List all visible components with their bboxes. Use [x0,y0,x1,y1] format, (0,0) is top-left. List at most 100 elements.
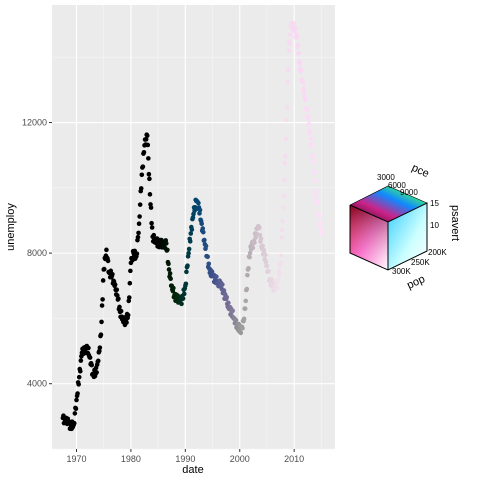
data-point [166,261,171,267]
data-point [264,263,270,269]
data-point [288,32,293,38]
data-point [221,288,227,293]
data-point [127,280,133,286]
data-point [318,227,324,233]
data-point [250,245,256,251]
x-tick-label: 1980 [121,454,141,464]
data-point [140,164,146,169]
data-point [146,156,151,161]
data-point [300,80,306,85]
data-point [319,231,324,236]
x-tick-label: 2000 [230,454,250,464]
data-point [280,205,286,210]
data-point [137,214,142,219]
data-point [148,205,154,210]
data-point [308,136,313,142]
data-point [245,272,250,278]
data-point [310,159,316,165]
data-point [280,218,286,224]
cube-side-face [388,203,427,270]
data-point [301,86,307,91]
data-point [116,296,121,302]
data-point [185,263,190,269]
data-point [252,240,257,245]
data-point [276,277,281,282]
data-point [139,172,145,178]
data-point [310,154,315,159]
data-point [100,278,106,283]
data-point [166,267,172,272]
data-point [151,232,157,238]
data-point [205,254,210,260]
data-point [214,274,219,279]
data-point [279,227,285,233]
data-point [87,355,93,360]
data-point [291,21,296,26]
data-point [134,251,140,256]
data-point [296,51,301,56]
data-point [125,312,131,318]
pce-tick-label-3: 9000 [400,188,418,197]
data-point [118,308,124,314]
data-point [99,319,104,325]
data-point [188,231,194,236]
data-point [76,374,82,380]
data-point [294,35,300,40]
data-point [247,254,252,260]
x-tick-label: 1990 [175,454,195,464]
data-point [124,320,129,325]
data-point [283,136,289,142]
data-point [285,67,291,72]
data-point [286,48,292,54]
x-axis: 1970 1980 1990 2000 2010 [66,449,304,464]
data-point [226,300,231,306]
y-tick-label: 4000 [27,379,47,389]
psavert-tick-label-1: 15 [430,199,439,208]
data-point [126,298,132,304]
data-point [149,220,154,226]
data-point [108,268,114,274]
data-point [318,220,323,225]
grid-major [52,5,335,449]
data-point [145,142,151,148]
data-point [189,227,195,232]
data-point [180,296,186,301]
data-point [263,259,269,265]
data-point [168,276,173,282]
data-point [89,362,95,368]
data-point [278,260,283,266]
data-point [181,291,187,297]
data-point [74,397,79,403]
data-point [278,253,284,258]
data-point [171,285,176,291]
data-point [298,67,304,73]
data-point [316,213,322,219]
data-point [244,286,250,292]
data-point [258,236,264,242]
data-point [242,306,248,311]
data-point [202,237,207,243]
data-point [105,258,111,264]
data-point [97,348,102,354]
color-cube-legend: 3000 6000 9000 pce 15 10 psavert 300K 25… [349,162,461,292]
data-point [110,271,115,277]
pop-tick-label-2: 250K [411,258,430,267]
data-point [76,382,81,387]
data-point [287,41,293,46]
data-point [312,178,318,184]
data-point [295,42,301,48]
data-point [72,420,77,426]
data-point [312,169,317,175]
data-point [78,358,84,363]
data-point [187,239,193,244]
data-point [206,261,212,267]
data-point [233,317,239,323]
data-point [147,192,153,197]
y-tick-label: 12000 [22,118,47,128]
data-point [246,266,251,271]
data-points [60,20,324,432]
data-point [184,269,189,275]
data-point [247,250,253,256]
data-point [230,308,235,314]
